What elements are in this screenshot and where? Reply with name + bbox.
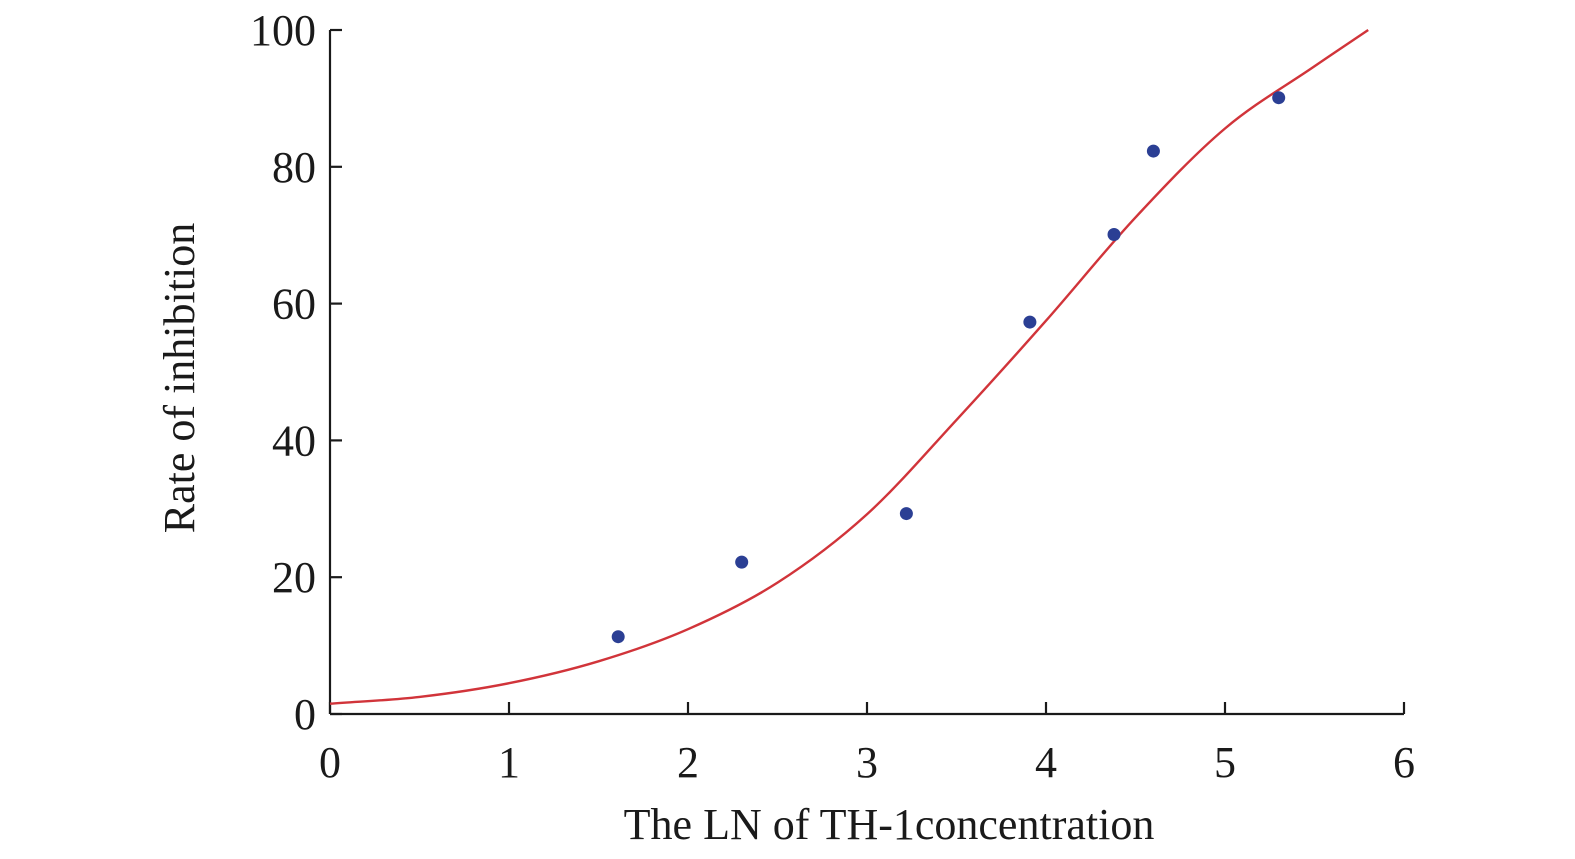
axes [328, 30, 1404, 716]
x-tick-label: 2 [677, 738, 699, 787]
x-tick-label: 3 [856, 738, 878, 787]
y-tick-label: 80 [272, 143, 316, 192]
y-tick-label: 20 [272, 553, 316, 602]
data-point [1146, 144, 1160, 158]
x-axis-title: The LN of TH-1concentration [624, 800, 1155, 849]
y-tick-label: 0 [294, 690, 316, 739]
y-tick-label: 40 [272, 416, 316, 465]
data-point [1272, 91, 1286, 105]
x-tick-label: 4 [1035, 738, 1057, 787]
data-point [1023, 315, 1037, 329]
x-tick-label: 1 [498, 738, 520, 787]
data-point [899, 507, 913, 521]
y-tick-label: 100 [250, 6, 316, 55]
y-axis-ticks: 0 20 40 60 80 100 [250, 6, 342, 739]
data-point [735, 555, 749, 569]
data-points [611, 91, 1286, 644]
y-axis-title: Rate of inhibition [155, 223, 204, 533]
x-axis-ticks: 0 1 2 3 4 5 6 [319, 702, 1415, 787]
x-tick-label: 5 [1214, 738, 1236, 787]
y-tick-label: 60 [272, 280, 316, 329]
x-tick-label: 6 [1393, 738, 1415, 787]
x-tick-label: 0 [319, 738, 341, 787]
data-point [611, 630, 625, 644]
data-point [1107, 228, 1121, 242]
fit-curve [329, 29, 1369, 705]
